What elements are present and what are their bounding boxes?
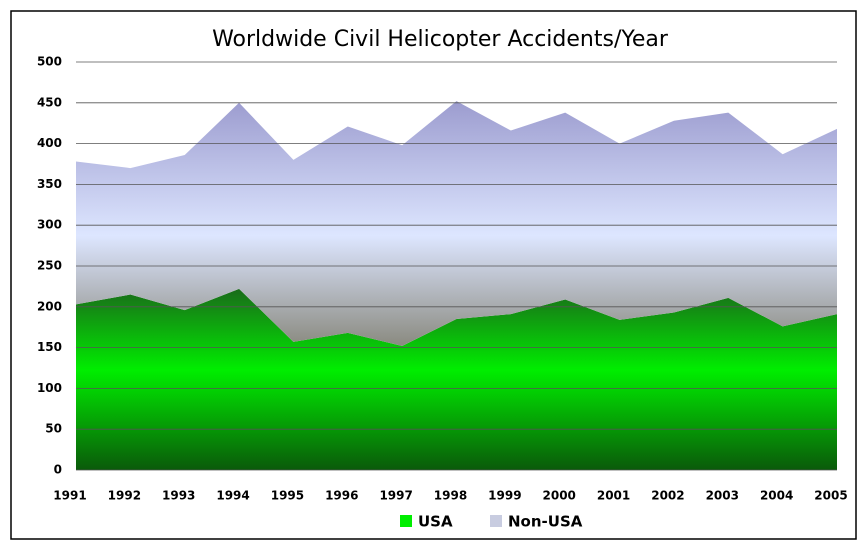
x-tick-label: 1997 — [379, 489, 412, 503]
x-tick-label: 1998 — [434, 489, 467, 503]
y-tick-label: 0 — [54, 463, 62, 477]
y-tick-label: 200 — [37, 299, 62, 313]
y-tick-label: 250 — [37, 259, 62, 273]
x-tick-label: 2003 — [706, 489, 739, 503]
x-tick-label: 1993 — [162, 489, 195, 503]
y-tick-label: 350 — [37, 177, 62, 191]
x-tick-label: 2001 — [597, 489, 630, 503]
x-tick-label: 1992 — [108, 489, 141, 503]
y-tick-label: 150 — [37, 340, 62, 354]
area — [76, 288, 837, 470]
y-tick-label: 100 — [37, 381, 62, 395]
area — [76, 101, 837, 346]
x-tick-label: 2000 — [543, 489, 576, 503]
legend-label: USA — [418, 513, 453, 531]
legend-swatch — [490, 515, 502, 527]
chart-title: Worldwide Civil Helicopter Accidents/Yea… — [212, 27, 669, 52]
x-tick-label: 1999 — [488, 489, 521, 503]
legend-swatch — [400, 515, 412, 527]
y-tick-label: 500 — [37, 55, 62, 69]
x-tick-label: 1994 — [216, 489, 249, 503]
x-tick-label: 1991 — [53, 489, 86, 503]
y-tick-label: 50 — [45, 422, 62, 436]
x-tick-label: 2005 — [814, 489, 847, 503]
legend-label: Non-USA — [508, 513, 583, 531]
x-tick-label: 1996 — [325, 489, 358, 503]
x-tick-label: 2004 — [760, 489, 793, 503]
y-tick-label: 400 — [37, 136, 62, 150]
y-tick-label: 450 — [37, 95, 62, 109]
y-tick-label: 300 — [37, 218, 62, 232]
x-tick-label: 2002 — [651, 489, 684, 503]
x-tick-label: 1995 — [271, 489, 304, 503]
